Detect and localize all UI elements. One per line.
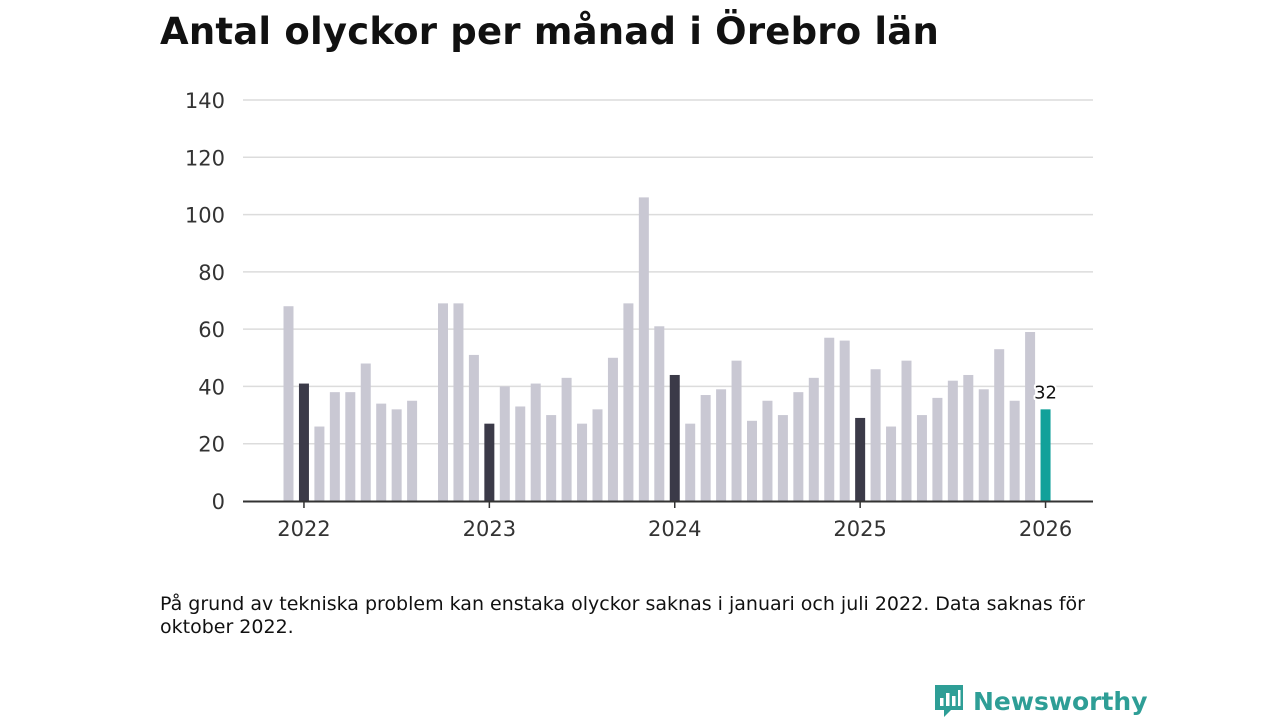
bar-2024-09	[793, 392, 804, 501]
data-labels: 32	[1032, 380, 1059, 405]
bar-2024-06	[747, 420, 757, 501]
bar-2025-06	[932, 397, 943, 501]
newsworthy-brand[interactable]: Newsworthy	[933, 683, 1148, 719]
y-tick-label: 60	[198, 318, 225, 342]
footnote: På grund av tekniska problem kan enstaka…	[160, 593, 1085, 638]
bar-2025-05	[916, 415, 927, 501]
bar-2023-12	[654, 326, 665, 501]
bar-2026-01	[1040, 409, 1051, 501]
bar-2025-09	[978, 389, 989, 501]
bar-2022-08	[407, 400, 418, 501]
bar-2024-02	[685, 423, 696, 501]
bar-2023-07	[577, 423, 588, 501]
bar-2021-12	[283, 306, 294, 501]
bar-2025-03	[886, 426, 897, 501]
bar-2022-10	[438, 303, 448, 501]
bar-2022-03	[329, 392, 340, 501]
bar-2022-12	[468, 354, 479, 501]
bar-2025-01	[855, 417, 866, 501]
bar-2022-02	[314, 426, 325, 501]
bar-2022-04	[345, 392, 356, 501]
bar-2022-01	[298, 383, 309, 501]
bar-2025-04	[901, 360, 912, 501]
y-tick-label: 20	[198, 433, 225, 457]
y-tick-label: 0	[212, 490, 225, 514]
y-tick-label: 100	[185, 204, 225, 228]
data-label-latest: 32	[1034, 382, 1057, 403]
bar-2024-11	[824, 337, 835, 501]
x-tick-label: 2026	[1019, 517, 1072, 541]
bar-2023-05	[546, 415, 557, 501]
bar-2022-07	[391, 409, 402, 501]
bar-2022-05	[360, 363, 371, 501]
y-axis-ticks: 0 20 40 60 80 100 120 140	[185, 89, 225, 514]
bar-2024-01	[669, 374, 680, 501]
bar-2025-02	[870, 369, 881, 501]
y-tick-label: 80	[198, 261, 225, 285]
y-tick-label: 40	[198, 375, 225, 399]
bar-2025-08	[963, 374, 974, 501]
bar-2024-08	[777, 415, 788, 501]
bar-2024-10	[808, 377, 819, 501]
bar-2023-09	[607, 357, 618, 501]
newsworthy-logo-icon	[935, 685, 963, 717]
bars	[283, 197, 1051, 501]
x-tick-label: 2022	[277, 517, 330, 541]
bar-2025-10	[994, 349, 1005, 501]
y-tick-label: 140	[185, 89, 225, 113]
chart-title: Antal olyckor per månad i Örebro län	[160, 10, 939, 53]
bar-2025-07	[947, 380, 958, 501]
bar-2023-01	[484, 423, 495, 501]
bar-2023-10	[623, 303, 634, 501]
bar-2023-11	[638, 197, 649, 501]
x-tick-label: 2023	[463, 517, 516, 541]
bar-2025-12	[1025, 332, 1036, 501]
bar-2024-03	[700, 395, 711, 501]
bar-2022-11	[453, 303, 464, 501]
brand-name: Newsworthy	[973, 686, 1148, 716]
bar-2025-11	[1009, 400, 1020, 501]
x-tick-label: 2024	[648, 517, 701, 541]
bar-2023-02	[499, 386, 510, 501]
y-tick-label: 120	[185, 146, 225, 170]
bar-2023-08	[592, 409, 603, 501]
bar-2024-07	[762, 400, 773, 501]
x-axis: 2022 2023 2024 2025 2026	[243, 500, 1093, 541]
bar-2024-12	[839, 340, 850, 501]
bar-2023-03	[515, 406, 526, 501]
x-tick-label: 2025	[833, 517, 886, 541]
bar-2024-04	[716, 389, 727, 501]
bar-2023-04	[530, 383, 541, 501]
bar-2022-06	[376, 403, 387, 501]
bar-2023-06	[561, 377, 572, 501]
bar-2024-05	[731, 360, 742, 501]
